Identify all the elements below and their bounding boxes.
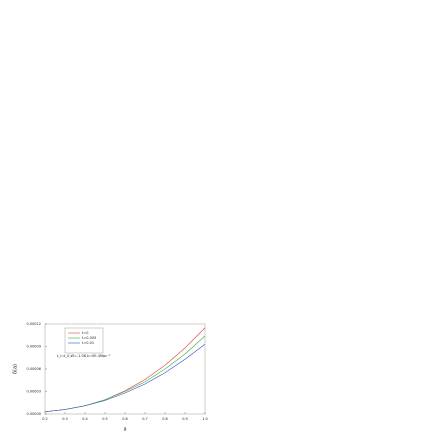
y-tick-label: 0.00012 — [27, 322, 41, 326]
y-tick-label: 0.00006 — [27, 367, 41, 371]
y-tick-label: 0.00009 — [27, 345, 41, 349]
series-line — [44, 344, 206, 413]
x-tick-label: 0.2 — [42, 417, 48, 421]
x-tick-label: 0.3 — [62, 417, 68, 421]
y-tick-label: 0.00003 — [27, 390, 41, 394]
y-tick-label: 0.00000 — [27, 412, 41, 416]
annotation: t_i=t_0,W=-1.08,k=5E-4Mpc⁻¹ — [57, 354, 111, 358]
x-tick-label: 0.5 — [102, 417, 108, 421]
x-tick-label: 0.4 — [82, 417, 88, 421]
x-tick-label: 0.8 — [162, 417, 168, 421]
x-axis-label: a — [123, 427, 126, 433]
legend-label: t=0.005 — [82, 336, 96, 340]
legend-label: t=0.01 — [82, 341, 94, 345]
x-tick-label: 0.6 — [122, 417, 128, 421]
legend-box — [64, 327, 104, 354]
x-tick-label: 0.9 — [182, 417, 188, 421]
x-tick-label: 0.7 — [142, 417, 148, 421]
y-axis-label: δ(a) — [13, 364, 19, 374]
x-tick-label: 1.0 — [202, 417, 208, 421]
legend-label: t=0 — [82, 331, 89, 335]
